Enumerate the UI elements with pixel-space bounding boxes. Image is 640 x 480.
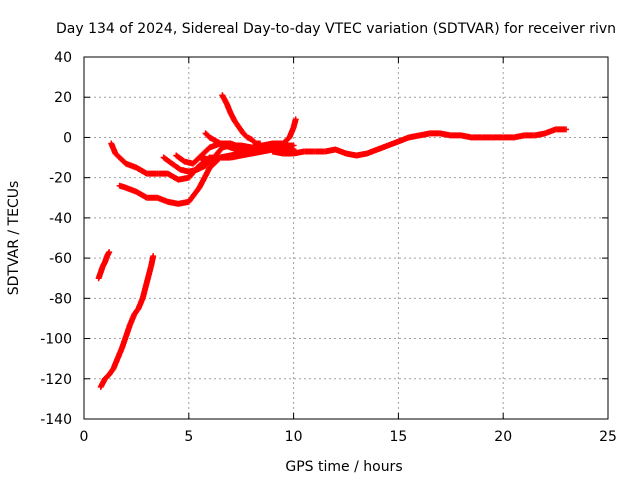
series-trace bbox=[196, 165, 213, 190]
y-tick-label: -100 bbox=[40, 332, 72, 348]
series-trace bbox=[236, 125, 246, 136]
series-trace bbox=[249, 137, 258, 146]
series-trace bbox=[186, 185, 202, 204]
y-tick-label: -140 bbox=[40, 412, 72, 428]
series-s2 bbox=[97, 253, 157, 390]
x-axis-label: GPS time / hours bbox=[285, 459, 402, 475]
series-trace bbox=[107, 366, 116, 377]
x-tick-label: 10 bbox=[285, 429, 303, 445]
series-trace bbox=[245, 134, 254, 142]
series-trace bbox=[161, 155, 174, 166]
series-trace bbox=[132, 306, 141, 317]
plot-frame bbox=[83, 56, 609, 420]
series-trace bbox=[103, 372, 112, 381]
series-trace bbox=[113, 151, 124, 162]
series-trace bbox=[104, 250, 112, 259]
series-trace bbox=[119, 157, 128, 166]
series-s7 bbox=[219, 92, 264, 147]
series-s1 bbox=[95, 249, 113, 282]
y-tick-label: 20 bbox=[54, 90, 72, 106]
y-tick-label: 40 bbox=[54, 50, 72, 66]
tick-labels: 0 5 10 15 20 25 -140 -120 -100 -80 -60 -40 -20 0 20 40 bbox=[40, 50, 617, 445]
series-s9 bbox=[196, 116, 299, 163]
series-trace bbox=[174, 153, 187, 164]
series-trace bbox=[203, 131, 212, 140]
y-tick-label: -60 bbox=[49, 251, 72, 267]
data-point bbox=[563, 126, 570, 133]
grid bbox=[84, 57, 608, 419]
y-tick-label: -80 bbox=[49, 291, 72, 307]
data-point bbox=[292, 116, 299, 123]
chart-title: Day 134 of 2024, Sidereal Day-to-day VTE… bbox=[56, 21, 616, 37]
series-trace bbox=[144, 264, 154, 284]
series-trace bbox=[100, 260, 108, 269]
series-trace bbox=[199, 145, 212, 158]
data-point bbox=[150, 253, 157, 260]
x-tick-label: 15 bbox=[389, 429, 407, 445]
series-trace bbox=[281, 135, 292, 146]
x-tick-label: 25 bbox=[599, 429, 617, 445]
series-s10 bbox=[269, 126, 570, 159]
data-points bbox=[95, 92, 570, 390]
x-tick-label: 20 bbox=[494, 429, 512, 445]
y-axis-label: SDTVAR / TECUs bbox=[6, 181, 22, 296]
x-tick-label: 5 bbox=[184, 429, 193, 445]
ticks bbox=[83, 56, 609, 420]
series-trace bbox=[232, 119, 242, 130]
x-tick-label: 0 bbox=[80, 429, 89, 445]
y-tick-label: -120 bbox=[40, 372, 72, 388]
series-trace bbox=[170, 161, 183, 172]
series-trace bbox=[140, 280, 150, 300]
y-tick-label: -40 bbox=[49, 211, 72, 227]
series-trace bbox=[241, 131, 250, 140]
y-tick-label: -20 bbox=[49, 171, 72, 187]
data-point bbox=[106, 249, 113, 256]
y-tick-label: 0 bbox=[63, 130, 72, 146]
